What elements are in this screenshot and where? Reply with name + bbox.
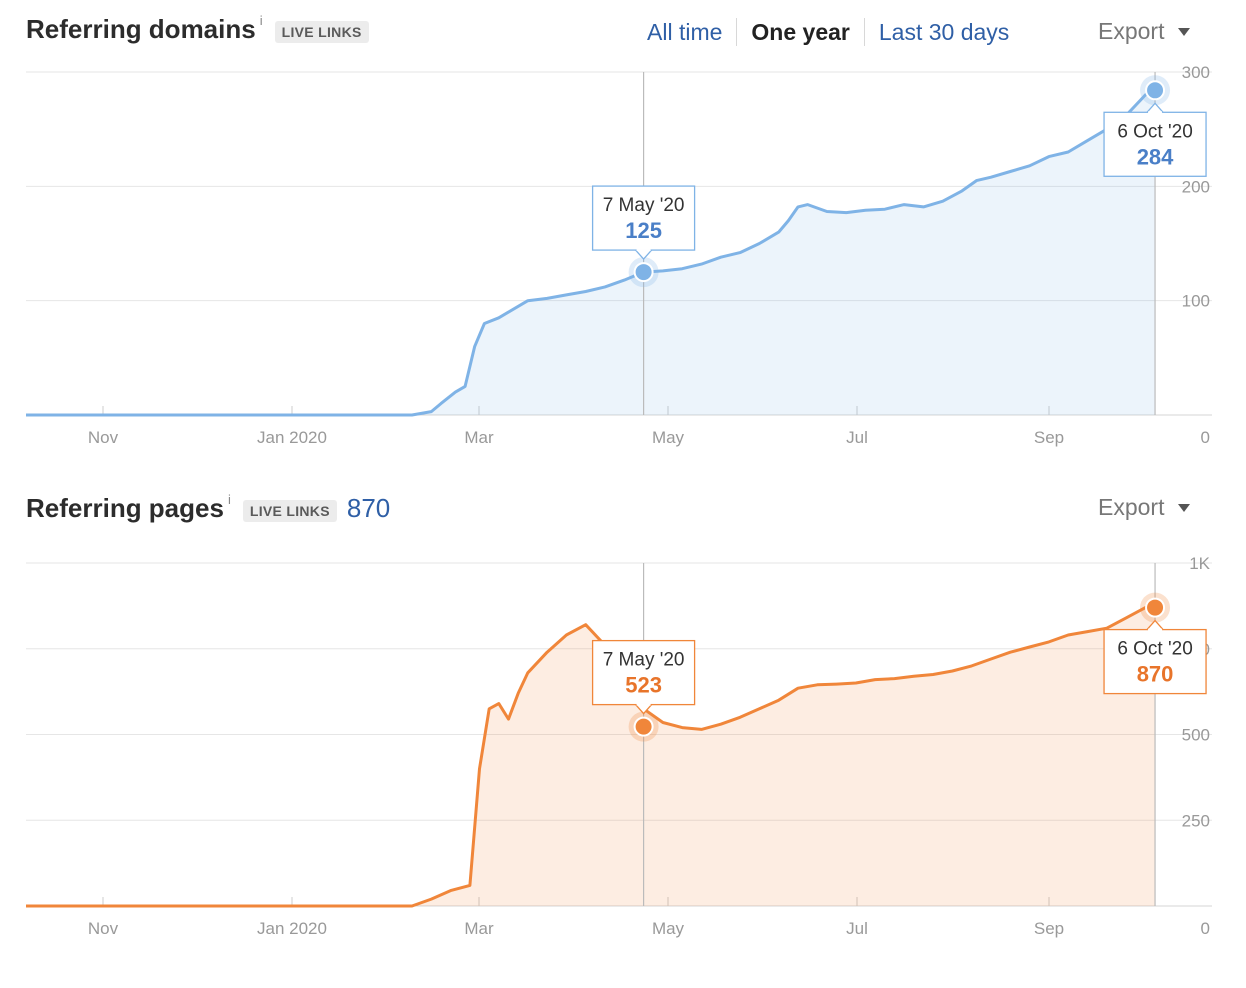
series-area bbox=[26, 607, 1155, 906]
domains-export-button[interactable]: Export bbox=[1098, 18, 1191, 45]
tooltip-value: 870 bbox=[1137, 662, 1174, 687]
y-tick-label: 250 bbox=[1182, 811, 1210, 830]
y-tick-label: 1K bbox=[1189, 554, 1210, 573]
range-last-30-days[interactable]: Last 30 days bbox=[878, 18, 1010, 45]
point-marker bbox=[633, 716, 654, 737]
series-line bbox=[26, 88, 1156, 417]
x-tick-label: Sep bbox=[1034, 919, 1064, 938]
pages-title: Referring pages i LIVE LINKS 870 bbox=[26, 492, 391, 524]
point-marker bbox=[1145, 597, 1166, 618]
tooltip-date: 7 May '20 bbox=[603, 650, 685, 671]
y-tick-label: 500 bbox=[1182, 726, 1210, 745]
tooltip-pointer bbox=[1146, 102, 1164, 113]
tooltip-box bbox=[1103, 111, 1207, 177]
domains-live-links-badge: LIVE LINKS bbox=[274, 20, 369, 43]
point-marker bbox=[1145, 80, 1166, 101]
y-tick-label: 0 bbox=[1201, 428, 1210, 447]
pages-live-links-badge: LIVE LINKS bbox=[242, 499, 337, 522]
domains-info-icon[interactable]: i bbox=[259, 13, 263, 28]
x-tick-label: Sep bbox=[1034, 428, 1064, 447]
y-tick-label: 0 bbox=[1201, 919, 1210, 938]
pages-total-count: 870 bbox=[346, 493, 391, 523]
x-tick-label: Nov bbox=[88, 919, 119, 938]
time-range-selector: All time One year Last 30 days bbox=[633, 18, 1023, 46]
y-tick-label: 200 bbox=[1182, 177, 1210, 196]
x-tick-label: Mar bbox=[464, 919, 494, 938]
pages-title-text: Referring pages bbox=[26, 493, 224, 523]
tooltip-box bbox=[591, 639, 696, 706]
series-area bbox=[26, 90, 1155, 416]
domains-title-text: Referring domains bbox=[26, 14, 256, 44]
x-tick-label: Jul bbox=[846, 919, 868, 938]
pages-info-icon[interactable]: i bbox=[227, 492, 231, 507]
tooltip-value: 523 bbox=[625, 673, 662, 698]
tooltip-date: 6 Oct '20 bbox=[1117, 639, 1192, 660]
tooltip-value: 284 bbox=[1137, 144, 1174, 169]
range-divider bbox=[736, 18, 738, 46]
pages-export-button[interactable]: Export bbox=[1098, 494, 1191, 521]
tooltip-box bbox=[1103, 628, 1207, 695]
referring-domains-chart[interactable]: Nov Jan 2020 Mar May Jul Sep 0 100 200 300 7 May '… bbox=[0, 60, 1246, 460]
tooltip-value: 125 bbox=[625, 218, 662, 243]
x-tick-label: Mar bbox=[464, 428, 494, 447]
x-tick-label: Jan 2020 bbox=[257, 919, 327, 938]
point-marker bbox=[633, 262, 654, 283]
tooltip-box bbox=[591, 185, 696, 251]
chevron-down-icon bbox=[1178, 27, 1191, 36]
range-all-time[interactable]: All time bbox=[647, 18, 723, 45]
x-tick-label: May bbox=[652, 428, 685, 447]
tooltip-pointer bbox=[635, 704, 653, 715]
tooltip-date: 7 May '20 bbox=[603, 195, 685, 216]
y-tick-label: 100 bbox=[1182, 292, 1210, 311]
tooltip-pointer bbox=[1146, 619, 1164, 631]
x-tick-label: Nov bbox=[88, 428, 119, 447]
series-line bbox=[26, 606, 1155, 908]
tooltip-date: 6 Oct '20 bbox=[1117, 121, 1192, 142]
domains-export-label: Export bbox=[1098, 18, 1165, 44]
domains-title: Referring domains i LIVE LINKS bbox=[26, 13, 369, 45]
range-one-year[interactable]: One year bbox=[751, 18, 850, 45]
x-tick-label: May bbox=[652, 919, 685, 938]
range-divider bbox=[863, 18, 865, 46]
x-tick-label: Jul bbox=[846, 428, 868, 447]
chevron-down-icon bbox=[1178, 503, 1191, 512]
y-tick-label: 300 bbox=[1182, 63, 1210, 82]
x-tick-label: Jan 2020 bbox=[257, 428, 327, 447]
tooltip-pointer bbox=[635, 249, 653, 261]
pages-export-label: Export bbox=[1098, 494, 1165, 520]
